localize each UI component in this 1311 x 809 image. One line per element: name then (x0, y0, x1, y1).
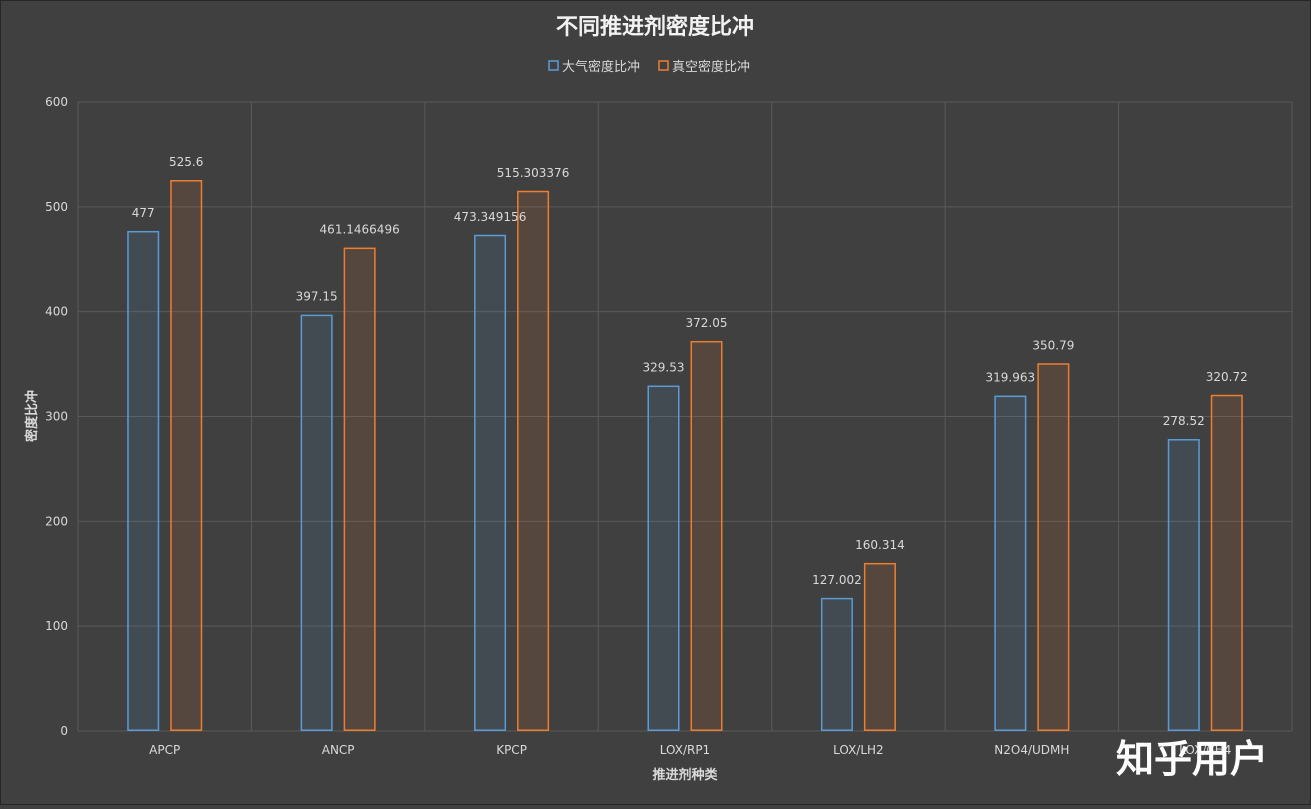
data-label: 329.53 (643, 361, 685, 375)
bar (300, 314, 333, 731)
y-tick-label: 200 (45, 514, 68, 528)
data-label: 397.15 (296, 290, 338, 304)
x-tick-label: LOX/CH4 (1179, 743, 1231, 757)
bar-glow (127, 230, 160, 731)
bar (517, 190, 550, 732)
data-label: 160.314 (855, 538, 905, 552)
data-label: 127.002 (812, 573, 862, 587)
bar (343, 247, 376, 731)
x-axis-ticks: APCP ANCP KPCP LOX/RP1 LOX/LH2 N2O4/UDMH LOX/C… (149, 743, 1231, 757)
y-tick-label: 100 (45, 619, 68, 633)
data-label: 477 (132, 206, 155, 220)
legend-swatch-vacuum (658, 60, 669, 71)
bar-glow (343, 247, 376, 732)
legend-label-vacuum: 真空密度比冲 (672, 59, 750, 75)
x-axis-title: 推进剂种类 (652, 767, 718, 783)
bar-glow (1210, 394, 1243, 731)
bar (863, 562, 896, 732)
legend-swatch-atmospheric (548, 60, 559, 71)
y-tick-label: 500 (45, 200, 68, 214)
bar-glow (1167, 439, 1200, 731)
y-axis-title: 密度比冲 (24, 390, 40, 443)
x-tick-label: KPCP (496, 743, 527, 757)
bar-glow (1037, 363, 1070, 731)
bar-glow (863, 562, 896, 731)
data-labels: 477 525.6 397.15 461.1466496 473.349156 515.3… (132, 155, 1248, 587)
watermark: 知乎用户 (1116, 737, 1268, 781)
bar-glow (517, 190, 550, 732)
bar (994, 395, 1027, 731)
bar (1167, 439, 1200, 731)
gridlines (77, 101, 1293, 732)
x-tick-label: APCP (149, 743, 180, 757)
data-label: 350.79 (1032, 338, 1074, 352)
data-label: 461.1466496 (320, 223, 400, 237)
data-label: 525.6 (169, 155, 203, 169)
x-tick-label: LOX/RP1 (660, 743, 710, 757)
bar (474, 234, 507, 731)
chart-title: 不同推进剂密度比冲 (556, 14, 754, 40)
bar (1037, 363, 1070, 731)
bar (820, 597, 853, 731)
legend-label-atmospheric: 大气密度比冲 (562, 59, 640, 75)
bar (170, 179, 203, 732)
bar (127, 230, 160, 731)
y-tick-label: 400 (45, 305, 68, 319)
x-tick-label: ANCP (322, 743, 355, 757)
bar (690, 340, 723, 731)
y-tick-label: 300 (45, 410, 68, 424)
data-label: 320.72 (1206, 370, 1248, 384)
bar-glow (300, 314, 333, 731)
y-axis-ticks: 0 100 200 300 400 500 600 (45, 95, 68, 738)
bar-glow (820, 597, 853, 731)
y-tick-label: 600 (45, 95, 68, 109)
data-label: 319.963 (986, 371, 1036, 385)
bar-glow (690, 340, 723, 731)
bars (127, 179, 1243, 732)
y-tick-label: 0 (60, 724, 68, 738)
data-label: 372.05 (686, 316, 728, 330)
bar (1210, 394, 1243, 731)
bar-glow (647, 385, 680, 731)
bar (647, 385, 680, 731)
x-tick-label: LOX/LH2 (833, 743, 884, 757)
legend: 大气密度比冲 真空密度比冲 (548, 59, 750, 75)
bar-glow (474, 234, 507, 731)
data-label: 515.303376 (497, 166, 570, 180)
data-label: 278.52 (1163, 414, 1205, 428)
bar-glow (170, 179, 203, 732)
x-tick-label: N2O4/UDMH (994, 743, 1069, 757)
data-label: 473.349156 (454, 210, 527, 224)
bar-glow (994, 395, 1027, 731)
